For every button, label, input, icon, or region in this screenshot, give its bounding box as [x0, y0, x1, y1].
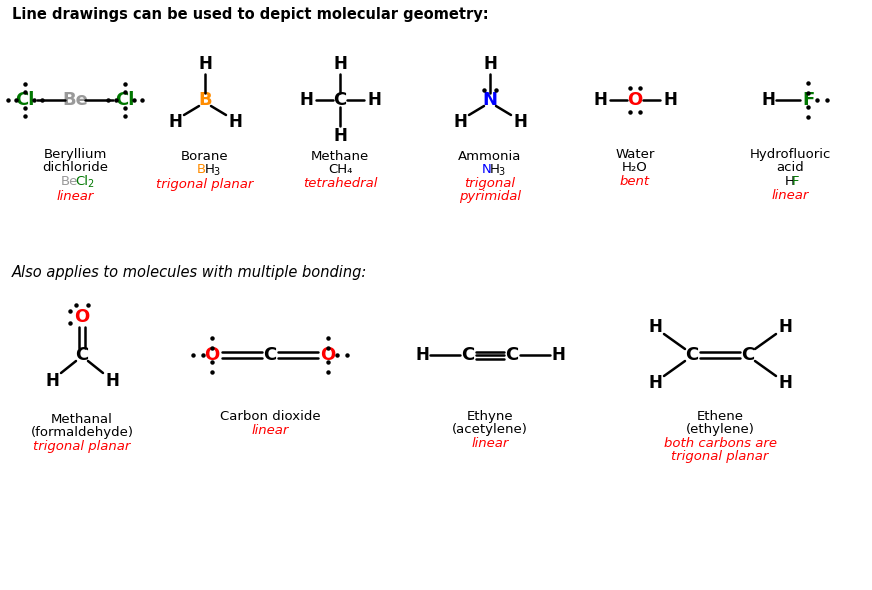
Text: Line drawings can be used to depict molecular geometry:: Line drawings can be used to depict mole…	[12, 7, 488, 22]
Text: Water: Water	[616, 148, 655, 161]
Text: H: H	[648, 374, 662, 392]
Text: O: O	[627, 91, 643, 109]
Text: H: H	[299, 91, 313, 109]
Text: C: C	[461, 346, 474, 364]
Text: 2: 2	[87, 179, 93, 189]
Text: C: C	[741, 346, 754, 364]
Text: H: H	[367, 91, 381, 109]
Text: F: F	[792, 175, 800, 188]
Text: bent: bent	[620, 175, 650, 188]
Text: Beryllium: Beryllium	[44, 148, 106, 161]
Text: C: C	[75, 346, 89, 364]
Text: C: C	[333, 91, 347, 109]
Text: Borane: Borane	[181, 150, 228, 163]
Text: Cl: Cl	[16, 91, 35, 109]
Text: acid: acid	[776, 161, 804, 174]
Text: H: H	[105, 372, 119, 390]
Text: H: H	[663, 91, 677, 109]
Text: O: O	[74, 308, 90, 326]
Text: linear: linear	[57, 190, 93, 203]
Text: H: H	[453, 113, 467, 131]
Text: C: C	[263, 346, 276, 364]
Text: H: H	[490, 163, 500, 176]
Text: linear: linear	[471, 437, 508, 450]
Text: C: C	[506, 346, 519, 364]
Text: N: N	[482, 163, 492, 176]
Text: linear: linear	[251, 424, 289, 437]
Text: H: H	[228, 113, 242, 131]
Text: Carbon dioxide: Carbon dioxide	[220, 410, 320, 423]
Text: H: H	[333, 127, 347, 145]
Text: tetrahedral: tetrahedral	[303, 177, 378, 190]
Text: Methanal: Methanal	[51, 413, 113, 426]
Text: 3: 3	[213, 167, 219, 177]
Text: Cl: Cl	[75, 175, 88, 188]
Text: Ethyne: Ethyne	[467, 410, 514, 423]
Text: Cl: Cl	[115, 91, 134, 109]
Text: O: O	[320, 346, 336, 364]
Text: dichloride: dichloride	[42, 161, 108, 174]
Text: B: B	[197, 163, 206, 176]
Text: H: H	[593, 91, 607, 109]
Text: both carbons are: both carbons are	[664, 437, 776, 450]
Text: H: H	[778, 318, 792, 336]
Text: H: H	[785, 175, 795, 188]
Text: H: H	[168, 113, 182, 131]
Text: trigonal planar: trigonal planar	[156, 178, 254, 191]
Text: H: H	[198, 55, 212, 73]
Text: H: H	[513, 113, 527, 131]
Text: Methane: Methane	[311, 150, 369, 163]
Text: Be: Be	[62, 91, 88, 109]
Text: H: H	[761, 91, 775, 109]
Text: pyrimidal: pyrimidal	[459, 190, 521, 203]
Text: H: H	[45, 372, 59, 390]
Text: linear: linear	[772, 189, 808, 202]
Text: O: O	[204, 346, 220, 364]
Text: N: N	[482, 91, 498, 109]
Text: (acetylene): (acetylene)	[452, 423, 528, 436]
Text: H: H	[333, 55, 347, 73]
Text: (formaldehyde): (formaldehyde)	[31, 426, 133, 439]
Text: Hydrofluoric: Hydrofluoric	[749, 148, 831, 161]
Text: 3: 3	[498, 167, 504, 177]
Text: Also applies to molecules with multiple bonding:: Also applies to molecules with multiple …	[12, 265, 367, 280]
Text: F: F	[802, 91, 814, 109]
Text: H: H	[551, 346, 565, 364]
Text: H₂O: H₂O	[622, 161, 648, 174]
Text: H: H	[648, 318, 662, 336]
Text: Ammonia: Ammonia	[459, 150, 521, 163]
Text: C: C	[685, 346, 698, 364]
Text: trigonal planar: trigonal planar	[671, 450, 769, 463]
Text: B: B	[198, 91, 212, 109]
Text: CH₄: CH₄	[328, 163, 352, 176]
Text: H: H	[415, 346, 429, 364]
Text: H: H	[483, 55, 497, 73]
Text: trigonal: trigonal	[465, 177, 515, 190]
Text: Ethene: Ethene	[697, 410, 744, 423]
Text: trigonal planar: trigonal planar	[33, 440, 131, 453]
Text: H: H	[778, 374, 792, 392]
Text: H: H	[205, 163, 215, 176]
Text: (ethylene): (ethylene)	[685, 423, 754, 436]
Text: Be: Be	[61, 175, 78, 188]
